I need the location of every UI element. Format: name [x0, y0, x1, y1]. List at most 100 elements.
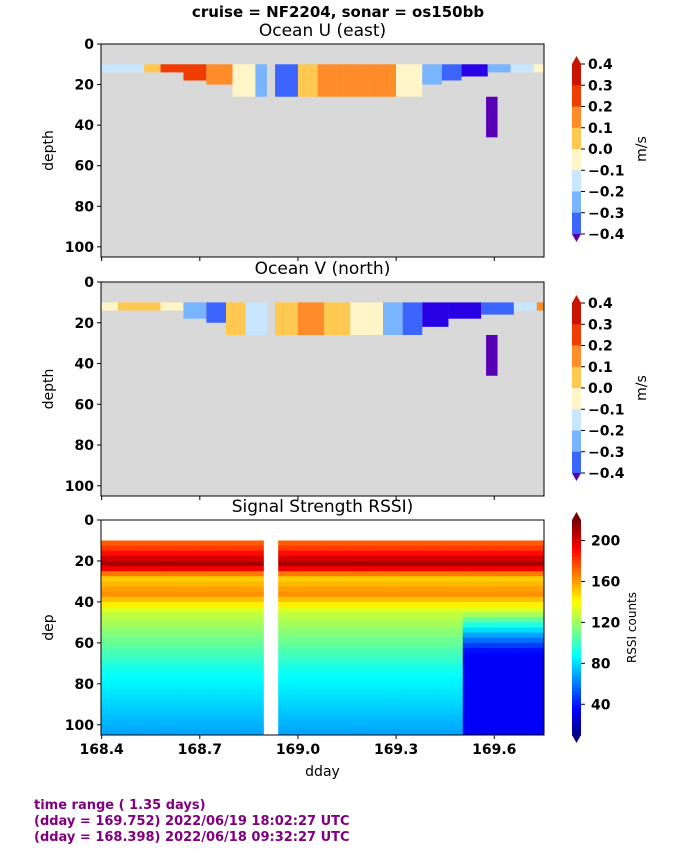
colorbar-band	[572, 640, 581, 645]
rssi-cell	[219, 637, 227, 644]
rssi-cell	[440, 694, 449, 700]
rssi-cell	[359, 642, 368, 649]
rssi-cell	[514, 714, 523, 721]
rssi-cell	[248, 627, 257, 634]
rssi-cell	[418, 612, 427, 618]
rssi-cell	[492, 576, 501, 582]
colorbar-extend-top	[572, 56, 581, 64]
colorbar-band	[572, 409, 581, 431]
rssi-cell	[411, 683, 419, 690]
rssi-cell	[536, 622, 544, 628]
colorbar-band	[572, 603, 581, 608]
colorbar-band	[572, 704, 581, 709]
rssi-cell	[256, 658, 264, 664]
rssi-cell	[455, 560, 464, 567]
velocity-cell	[206, 302, 226, 323]
rssi-cell	[433, 586, 442, 593]
rssi-cell	[344, 704, 353, 710]
rssi-cell	[322, 622, 331, 628]
rssi-cell	[219, 622, 227, 628]
rssi-cell	[226, 571, 235, 577]
rssi-cell	[529, 678, 538, 685]
rssi-cell	[204, 596, 213, 603]
rssi-cell	[322, 596, 331, 603]
rssi-cell	[448, 673, 456, 680]
rssi-cell	[219, 627, 227, 634]
colorbar-band	[572, 597, 581, 602]
rssi-cell	[145, 668, 154, 674]
rssi-cell	[174, 622, 183, 628]
rssi-cell	[226, 658, 235, 664]
rssi-cell	[196, 688, 205, 695]
rssi-cell	[211, 576, 220, 582]
velocity-cell	[422, 64, 442, 85]
rssi-cell	[115, 719, 124, 726]
rssi-cell	[388, 612, 397, 618]
rssi-cell	[211, 560, 220, 567]
rssi-cell	[241, 724, 250, 731]
rssi-cell	[470, 612, 478, 618]
rssi-cell	[211, 622, 220, 628]
rssi-cell	[145, 555, 154, 562]
rssi-cell	[278, 617, 286, 623]
rssi-cell	[241, 612, 250, 618]
rssi-cell	[403, 704, 412, 710]
rssi-cell	[123, 668, 131, 674]
rssi-cell	[403, 694, 412, 700]
rssi-cell	[174, 581, 183, 587]
rssi-cell	[329, 647, 338, 654]
colorbar-band	[572, 708, 581, 712]
rssi-cell	[160, 596, 168, 603]
rssi-cell	[322, 576, 331, 582]
y-tick-label: 60	[75, 636, 95, 652]
rssi-cell	[366, 704, 375, 710]
rssi-cell	[477, 647, 486, 654]
colorbar-tick-label: 80	[591, 656, 611, 672]
rssi-cell	[366, 683, 375, 690]
colorbar-band	[572, 667, 581, 672]
rssi-cell	[440, 607, 449, 613]
rssi-cell	[396, 555, 405, 562]
rssi-cell	[366, 612, 375, 618]
velocity-cell	[225, 302, 246, 335]
rssi-cell	[226, 637, 235, 644]
rssi-cell	[396, 540, 405, 546]
rssi-cell	[300, 586, 309, 593]
rssi-cell	[219, 714, 227, 721]
rssi-cell	[433, 678, 442, 685]
rssi-cell	[152, 714, 161, 721]
rssi-cell	[241, 663, 250, 669]
rssi-cell	[477, 555, 486, 562]
rssi-cell	[196, 694, 205, 700]
colorbar-tick-label: 0.0	[588, 142, 613, 158]
rssi-cell	[507, 581, 515, 587]
rssi-cell	[182, 699, 190, 705]
rssi-cell	[322, 642, 331, 649]
rssi-cell	[137, 699, 146, 705]
rssi-cell	[403, 658, 412, 664]
rssi-cell	[211, 571, 220, 577]
rssi-cell	[115, 688, 124, 695]
rssi-cell	[388, 607, 397, 613]
rssi-cell	[411, 632, 419, 639]
rssi-cell	[196, 653, 205, 659]
rssi-cell	[359, 699, 368, 705]
rssi-cell	[366, 566, 375, 572]
rssi-cell	[514, 591, 523, 598]
rssi-cell	[137, 560, 146, 567]
rssi-cell	[285, 550, 294, 557]
colorbar-band	[572, 711, 581, 716]
rssi-cell	[381, 627, 390, 634]
rssi-cell	[492, 642, 501, 649]
velocity-cell	[422, 302, 449, 327]
rssi-cell	[455, 550, 464, 557]
colorbar-tick-label: 0.0	[588, 381, 613, 397]
rssi-cell	[123, 591, 131, 598]
rssi-cell	[123, 622, 131, 628]
rssi-cell	[521, 581, 530, 587]
colorbar-band	[572, 560, 581, 565]
rssi-cell	[182, 668, 190, 674]
rssi-cell	[352, 704, 360, 710]
rssi-cell	[329, 596, 338, 603]
